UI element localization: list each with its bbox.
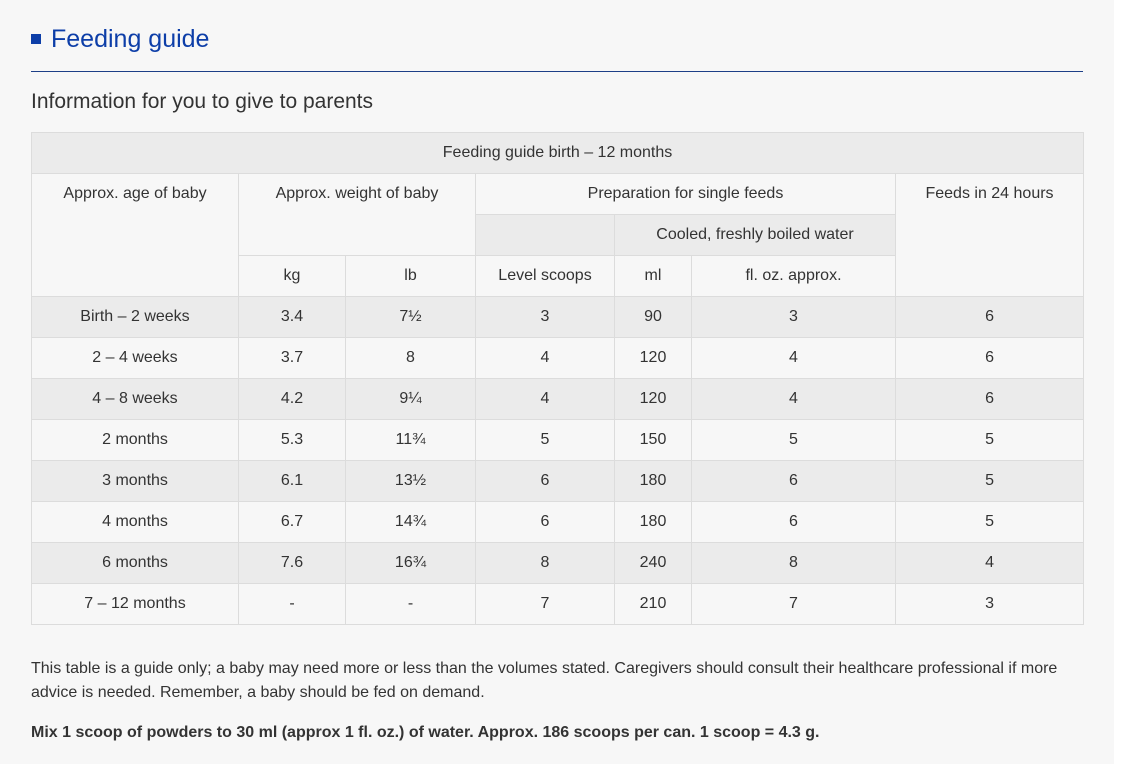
cell-floz: 4 [691,337,896,379]
cell-age: Birth – 2 weeks [31,296,239,338]
cell-feeds: 4 [894,542,1085,584]
header-weight: Approx. weight of baby [238,173,476,256]
cell-age: 7 – 12 months [31,583,239,625]
header-age: Approx. age of baby [31,173,239,297]
cell-feeds: 6 [894,378,1085,420]
cell-lb: 7½ [345,296,476,338]
cell-scoops: 5 [475,419,615,461]
page-edge [1114,0,1121,764]
page-subtitle: Information for you to give to parents [31,90,374,113]
cell-kg: 3.7 [238,337,346,379]
cell-age: 2 months [31,419,239,461]
cell-ml: 210 [614,583,692,625]
cell-ml: 120 [614,337,692,379]
cell-ml: 240 [614,542,692,584]
cell-lb: 13½ [345,460,476,502]
cell-scoops: 3 [475,296,615,338]
cell-age: 3 months [31,460,239,502]
cell-scoops: 6 [475,460,615,502]
header-kg: kg [238,255,346,297]
cell-ml: 180 [614,501,692,543]
cell-age: 6 months [31,542,239,584]
page-title: Feeding guide [51,25,210,53]
header-floz: fl. oz. approx. [691,255,896,297]
cell-floz: 6 [691,460,896,502]
cell-feeds: 5 [894,460,1085,502]
cell-ml: 90 [614,296,692,338]
cell-floz: 3 [691,296,896,338]
square-bullet-icon [31,34,41,44]
table-row: 3 months 6.1 13½ 6 180 6 5 [31,460,1085,502]
cell-lb: 14¾ [345,501,476,543]
cell-ml: 150 [614,419,692,461]
table-row: 4 months 6.7 14¾ 6 180 6 5 [31,501,1085,543]
table-row: 6 months 7.6 16¾ 8 240 8 4 [31,542,1085,584]
cell-ml: 180 [614,460,692,502]
cell-floz: 5 [691,419,896,461]
cell-age: 2 – 4 weeks [31,337,239,379]
cell-floz: 6 [691,501,896,543]
cell-lb: 9¼ [345,378,476,420]
cell-scoops: 4 [475,337,615,379]
table-row: 2 months 5.3 11¾ 5 150 5 5 [31,419,1085,461]
cell-lb: 11¾ [345,419,476,461]
cell-kg: 6.1 [238,460,346,502]
cell-feeds: 6 [894,296,1085,338]
header-scoops: Level scoops [475,255,615,297]
cell-feeds: 3 [894,583,1085,625]
cell-kg: 3.4 [238,296,346,338]
table-row: 7 – 12 months - - 7 210 7 3 [31,583,1085,625]
section-header: Feeding guide [31,22,1083,72]
header-ml: ml [614,255,692,297]
cell-floz: 4 [691,378,896,420]
header-preparation-blank [475,214,615,256]
cell-kg: 4.2 [238,378,346,420]
cell-scoops: 7 [475,583,615,625]
header-feeds: Feeds in 24 hours [894,173,1085,297]
cell-lb: 16¾ [345,542,476,584]
cell-kg: - [238,583,346,625]
header-preparation: Preparation for single feeds [475,173,896,215]
cell-age: 4 – 8 weeks [31,378,239,420]
cell-lb: - [345,583,476,625]
cell-kg: 6.7 [238,501,346,543]
table-caption: Feeding guide birth – 12 months [30,132,1085,174]
cell-floz: 8 [691,542,896,584]
mix-instructions: Mix 1 scoop of powders to 30 ml (approx … [31,724,820,741]
feeding-guide-table: Feeding guide birth – 12 months Approx. … [30,132,1085,625]
cell-scoops: 8 [475,542,615,584]
cell-feeds: 5 [894,419,1085,461]
cell-kg: 7.6 [238,542,346,584]
header-lb: lb [345,255,476,297]
guide-note: This table is a guide only; a baby may n… [31,660,1058,701]
cell-kg: 5.3 [238,419,346,461]
table-row: 4 – 8 weeks 4.2 9¼ 4 120 4 6 [31,378,1085,420]
cell-feeds: 6 [894,337,1085,379]
table-row: Birth – 2 weeks 3.4 7½ 3 90 3 6 [31,296,1085,338]
header-water: Cooled, freshly boiled water [614,214,896,256]
cell-ml: 120 [614,378,692,420]
cell-scoops: 6 [475,501,615,543]
cell-feeds: 5 [894,501,1085,543]
cell-age: 4 months [31,501,239,543]
cell-floz: 7 [691,583,896,625]
table-row: 2 – 4 weeks 3.7 8 4 120 4 6 [31,337,1085,379]
cell-lb: 8 [345,337,476,379]
cell-scoops: 4 [475,378,615,420]
